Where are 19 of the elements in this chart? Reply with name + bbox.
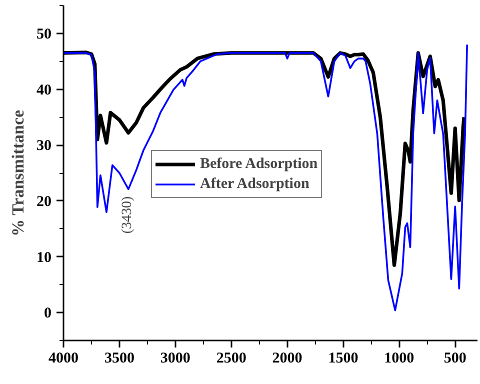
x-tick-label: 1000: [384, 350, 414, 366]
y-tick-label: 40: [36, 82, 52, 98]
y-tick-label: 50: [36, 26, 52, 42]
x-tick-label: 3500: [104, 350, 134, 366]
x-tick-label: 3000: [160, 350, 190, 366]
x-tick-label: 2500: [216, 350, 246, 366]
annotation: (3430): [120, 196, 135, 234]
x-tick-label: 500: [444, 350, 466, 366]
legend-label: Before Adsorption: [200, 155, 318, 173]
line-series: [64, 44, 468, 312]
y-axis-title: % Transmittance: [8, 110, 28, 236]
legend-label: After Adsorption: [200, 175, 310, 193]
x-tick-label: 1500: [328, 350, 358, 366]
y-tick-label: 20: [36, 194, 52, 210]
x-tick-label: 4000: [48, 350, 78, 366]
y-tick-label: 10: [36, 250, 52, 266]
y-tick-label: 0: [44, 306, 52, 322]
y-tick-label: 30: [36, 138, 52, 154]
x-tick-label: 2000: [272, 350, 302, 366]
